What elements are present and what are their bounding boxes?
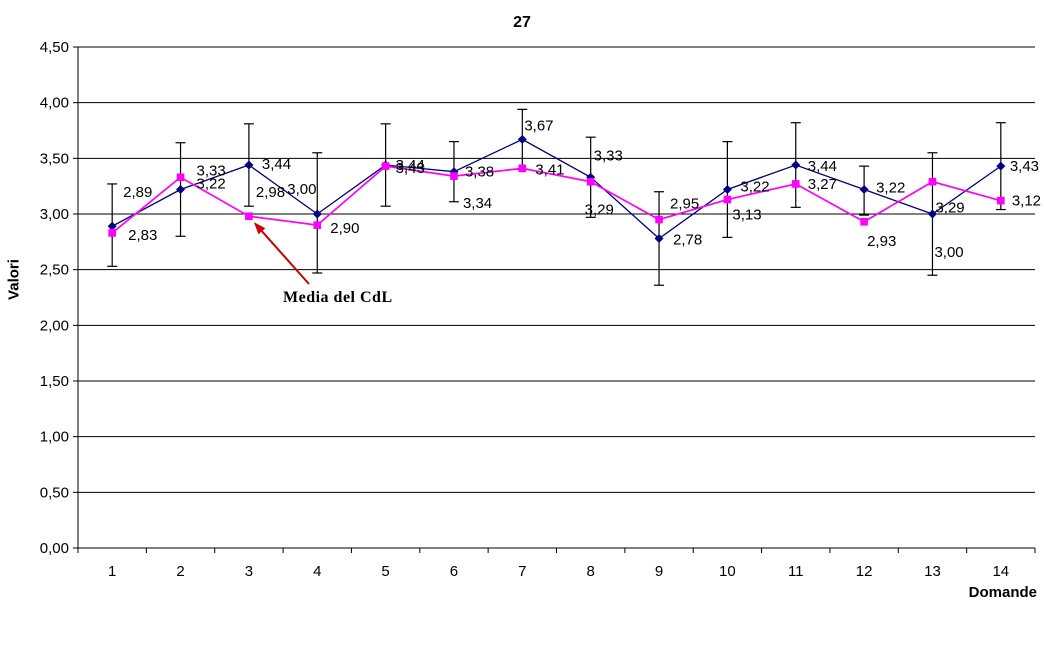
- series-2-marker-square: [586, 177, 595, 186]
- data-label: 3,22: [197, 176, 226, 193]
- data-label: 3,27: [808, 176, 837, 193]
- y-tick-label: 4,00: [40, 95, 69, 112]
- x-tick-label: 9: [655, 563, 663, 580]
- series-2-data-labels: 2,83 3,33 2,98 2,90 3,43 3,34 3,41 3,29 2,95 3,13…: [128, 160, 1041, 250]
- data-label: 3,29: [935, 200, 964, 217]
- y-tick-label: 2,50: [40, 262, 69, 279]
- series-1-marker-diamond: [654, 233, 664, 243]
- x-tick-label: 4: [313, 563, 321, 580]
- annotation-arrow: [253, 222, 310, 285]
- data-label: 2,90: [330, 220, 359, 237]
- x-tick-label: 1: [108, 563, 116, 580]
- series-2-marker-square: [381, 162, 390, 170]
- series-2-marker-square: [860, 217, 868, 226]
- data-label: 3,00: [934, 244, 963, 261]
- series-2-marker-square: [723, 195, 732, 204]
- data-label: 2,89: [123, 184, 152, 201]
- data-label: 3,67: [524, 117, 553, 134]
- series-2-marker-square: [518, 164, 527, 173]
- series-1-marker-diamond: [176, 185, 186, 195]
- x-axis-title: Domande: [968, 584, 1037, 601]
- series-1-marker-diamond: [927, 209, 937, 219]
- data-label: 3,44: [396, 157, 425, 174]
- data-label: 2,98: [256, 184, 285, 201]
- y-tick-label: 2,00: [40, 317, 69, 334]
- x-tick-label: 12: [856, 563, 873, 580]
- series-2-marker-square: [997, 196, 1005, 205]
- annotation-media-del-cdl: Media del CdL: [283, 289, 393, 306]
- data-label: 3,38: [465, 164, 494, 181]
- series-1-marker-diamond: [791, 160, 801, 170]
- axes: 1 2 3 4 5 6 7 8 9 10 11 12 13 14: [77, 47, 1036, 580]
- data-label: 3,43: [396, 160, 425, 177]
- series-2-marker-square: [108, 229, 116, 237]
- series-2-marker-square: [450, 172, 458, 180]
- series-1-line: [111, 138, 1002, 240]
- series-1: [107, 134, 1006, 243]
- series-2-marker-square: [245, 212, 253, 221]
- series-2-marker-square: [928, 177, 937, 186]
- series-1-marker-diamond: [244, 160, 254, 170]
- data-label: 3,22: [740, 179, 769, 196]
- x-tick-label: 8: [587, 563, 595, 580]
- y-tick-label: 1,50: [40, 373, 69, 390]
- chart-title: 27: [513, 14, 531, 31]
- annotation-arrow-line: [261, 230, 310, 285]
- series-1-marker-diamond: [996, 161, 1006, 171]
- data-label: 3,44: [262, 156, 291, 173]
- y-axis-title: Valori: [5, 259, 23, 300]
- series-1-marker-diamond: [517, 134, 527, 144]
- data-label: 3,00: [287, 181, 316, 198]
- series-1-marker-diamond: [859, 185, 869, 195]
- error-bars: [107, 108, 1006, 286]
- data-label: 3,43: [1010, 158, 1039, 175]
- y-tick-label: 0,50: [40, 484, 69, 501]
- x-tick-label: 14: [992, 563, 1009, 580]
- x-tick-label: 10: [719, 563, 736, 580]
- data-label: 2,83: [128, 227, 157, 244]
- y-tick-label: 4,50: [40, 39, 69, 56]
- y-tick-label: 3,50: [40, 150, 69, 167]
- data-label: 3,29: [585, 202, 614, 219]
- x-tick-label: 13: [924, 563, 941, 580]
- data-label: 3,33: [594, 147, 623, 164]
- x-tick-label: 11: [788, 563, 804, 580]
- annotation-arrow-head: [253, 222, 266, 235]
- series-1-data-labels: 2,89 3,22 3,44 3,00 3,44 3,38 3,67 3,33 2,78 3,22…: [123, 117, 1039, 261]
- series-1-marker-diamond: [107, 221, 117, 231]
- series-1-marker-diamond: [722, 185, 732, 195]
- y-tick-label: 1,00: [40, 429, 69, 446]
- x-tick-label: 7: [518, 563, 526, 580]
- data-label: 3,41: [535, 161, 564, 178]
- data-label: 3,13: [732, 207, 761, 224]
- data-label: 3,44: [808, 158, 837, 175]
- data-label: 2,95: [670, 196, 699, 213]
- x-tick-label: 2: [176, 563, 184, 580]
- series-1-marker-diamond: [312, 209, 322, 219]
- x-tick-label: 3: [245, 563, 253, 580]
- series-2-line: [111, 165, 1002, 234]
- data-label: 3,12: [1012, 193, 1041, 210]
- data-label: 3,22: [876, 180, 905, 197]
- y-tick-label: 3,00: [40, 206, 69, 223]
- data-label: 2,93: [867, 233, 896, 250]
- x-tick-label: 5: [381, 563, 389, 580]
- data-label: 3,33: [197, 162, 226, 179]
- series-2: [108, 162, 1005, 237]
- data-label: 2,78: [673, 231, 702, 248]
- x-tick-label: 6: [450, 563, 458, 580]
- series-2-marker-square: [176, 173, 185, 182]
- series-2-marker-square: [313, 221, 322, 229]
- y-tick-label: 0,00: [40, 540, 69, 557]
- data-label: 3,34: [463, 195, 492, 212]
- series-2-marker-square: [655, 215, 663, 224]
- series-2-marker-square: [791, 180, 800, 188]
